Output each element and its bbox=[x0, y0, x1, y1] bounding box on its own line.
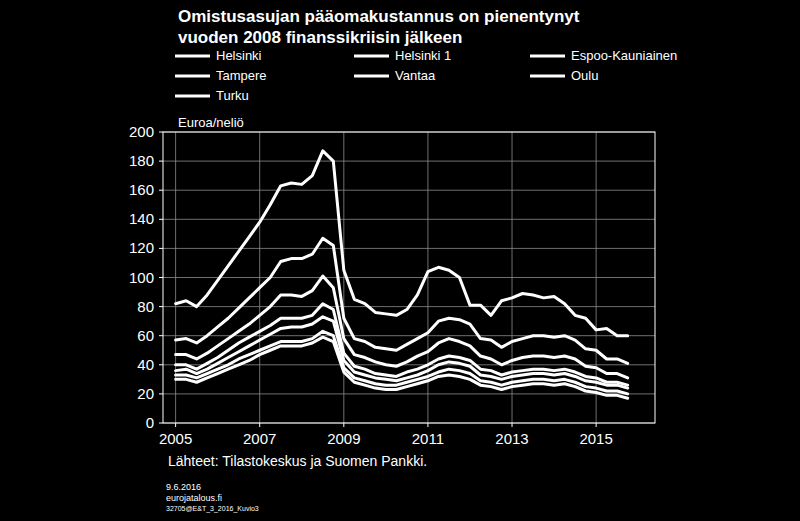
series-group bbox=[176, 151, 628, 398]
x-grid-line bbox=[259, 132, 260, 423]
legend-label: Oulu bbox=[571, 68, 598, 83]
y-grid-line bbox=[163, 190, 655, 191]
x-tick-label: 2005 bbox=[159, 430, 192, 447]
footer-text: 9.6.2016 bbox=[166, 482, 201, 492]
x-tick-label: 2009 bbox=[327, 430, 360, 447]
plot-frame bbox=[163, 132, 655, 423]
y-grid-line bbox=[163, 393, 655, 394]
x-tick-label: 2013 bbox=[495, 430, 528, 447]
legend-swatch bbox=[354, 55, 389, 58]
grid bbox=[159, 132, 655, 427]
legend-item: Helsinki bbox=[175, 48, 262, 63]
legend-label: Tampere bbox=[216, 68, 267, 83]
legend-item: Vantaa bbox=[354, 68, 436, 83]
legend-label: Vantaa bbox=[395, 68, 436, 83]
y-tick-label: 60 bbox=[137, 327, 154, 344]
y-tick-label: 100 bbox=[129, 269, 154, 286]
legend-item: Espoo-Kauniainen bbox=[530, 48, 677, 63]
series-line bbox=[176, 317, 628, 388]
x-tick bbox=[175, 423, 176, 427]
y-tick-label: 160 bbox=[129, 181, 154, 198]
y-tick bbox=[159, 306, 163, 307]
x-tick bbox=[259, 423, 260, 427]
legend-swatch bbox=[175, 55, 210, 58]
title-line: Omistusasujan pääomakustannus on pienent… bbox=[178, 7, 580, 26]
legend-label: Helsinki bbox=[216, 48, 262, 63]
y-tick bbox=[159, 219, 163, 220]
y-axis-label: Euroa/neliö bbox=[178, 115, 244, 130]
legend-item: Oulu bbox=[530, 68, 598, 83]
legend-item: Helsinki 1 bbox=[354, 48, 451, 63]
y-grid-line bbox=[163, 161, 655, 162]
x-grid-line bbox=[343, 132, 344, 423]
y-tick bbox=[159, 132, 163, 133]
x-tick-label: 2015 bbox=[579, 430, 612, 447]
legend-swatch bbox=[530, 75, 565, 78]
legend-swatch bbox=[175, 95, 210, 98]
legend-label: Espoo-Kauniainen bbox=[571, 48, 677, 63]
y-tick-label: 20 bbox=[137, 385, 154, 402]
y-tick-label: 120 bbox=[129, 239, 154, 256]
series-line bbox=[176, 337, 628, 398]
footer-text: 32705@E&T_3_2016_Kuvio3 bbox=[166, 505, 259, 513]
y-tick-label: 80 bbox=[137, 298, 154, 315]
chart: Omistusasujan pääomakustannus on pienent… bbox=[0, 0, 800, 521]
legend-item: Turku bbox=[175, 88, 249, 103]
y-tick bbox=[159, 335, 163, 336]
y-tick bbox=[159, 423, 163, 424]
y-tick-label: 140 bbox=[129, 210, 154, 227]
y-grid-line bbox=[163, 335, 655, 336]
x-tick bbox=[427, 423, 428, 427]
y-tick bbox=[159, 190, 163, 191]
y-tick-label: 40 bbox=[137, 356, 154, 373]
y-tick bbox=[159, 161, 163, 162]
y-tick bbox=[159, 248, 163, 249]
x-grid-line bbox=[512, 132, 513, 423]
x-tick bbox=[596, 423, 597, 427]
x-tick-label: 2007 bbox=[243, 430, 276, 447]
y-grid-line bbox=[163, 219, 655, 220]
y-tick bbox=[159, 364, 163, 365]
y-tick-label: 200 bbox=[129, 123, 154, 140]
y-tick-label: 0 bbox=[146, 414, 154, 431]
footer-text: eurojatalous.fi bbox=[166, 493, 222, 503]
series-line bbox=[176, 304, 628, 385]
background bbox=[0, 0, 800, 521]
title-line: vuoden 2008 finanssikriisin jälkeen bbox=[178, 28, 462, 47]
legend-label: Turku bbox=[216, 88, 249, 103]
x-tick bbox=[512, 423, 513, 427]
series-line bbox=[176, 331, 628, 394]
source: Lähteet: Tilastokeskus ja Suomen Pankki. bbox=[168, 453, 427, 469]
legend-swatch bbox=[175, 75, 210, 78]
legend-swatch bbox=[354, 75, 389, 78]
y-tick-label: 180 bbox=[129, 152, 154, 169]
legend-swatch bbox=[530, 55, 565, 58]
x-tick-label: 2011 bbox=[412, 430, 444, 447]
y-grid-line bbox=[163, 248, 655, 249]
y-tick bbox=[159, 277, 163, 278]
series-line bbox=[176, 151, 628, 336]
legend-item: Tampere bbox=[175, 68, 267, 83]
y-grid-line bbox=[163, 277, 655, 278]
legend-label: Helsinki 1 bbox=[395, 48, 451, 63]
y-tick bbox=[159, 393, 163, 394]
x-tick bbox=[343, 423, 344, 427]
title: Omistusasujan pääomakustannus on pienent… bbox=[178, 7, 580, 47]
